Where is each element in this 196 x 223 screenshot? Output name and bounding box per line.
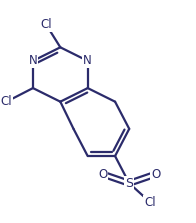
Text: O: O xyxy=(151,168,160,181)
Text: N: N xyxy=(29,54,37,67)
Text: Cl: Cl xyxy=(1,95,12,108)
Text: S: S xyxy=(125,177,133,190)
Text: O: O xyxy=(98,168,107,181)
Text: Cl: Cl xyxy=(40,18,52,31)
Text: N: N xyxy=(83,54,92,67)
Text: Cl: Cl xyxy=(144,196,156,209)
